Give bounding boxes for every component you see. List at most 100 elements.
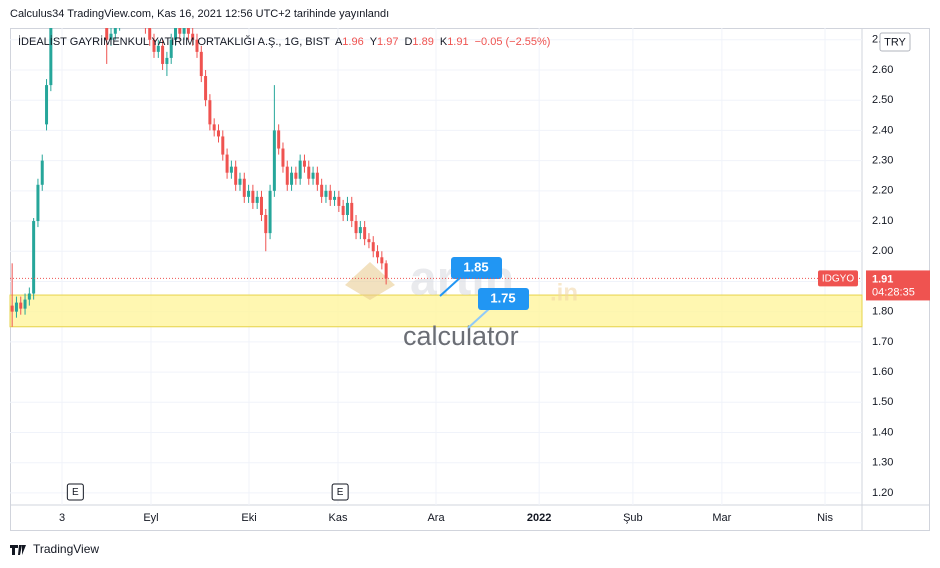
ohlc-value: 1.96 [342, 36, 363, 48]
candle-body [281, 148, 285, 167]
y-tick-label: 1.40 [872, 426, 893, 438]
candle-body [268, 190, 272, 234]
candle-body [367, 239, 371, 243]
y-tick-label: 1.60 [872, 366, 893, 378]
candle-body [315, 172, 319, 185]
watermark-suffix: .in [550, 279, 578, 306]
candle-body [212, 124, 216, 131]
candle-body [259, 196, 263, 215]
candle-body [302, 160, 306, 167]
candles [10, 28, 388, 327]
candle-body [191, 33, 195, 40]
y-tick-label: 2.10 [872, 215, 893, 227]
x-tick-label: Nis [817, 512, 833, 524]
candle-body [182, 28, 186, 34]
candle-body [204, 76, 208, 101]
candle-body [113, 28, 117, 34]
candle-body [229, 166, 233, 173]
price-tag-label: 1.91 [872, 273, 893, 285]
candle-body [311, 172, 315, 179]
candle-body [358, 227, 362, 234]
candle-body [161, 45, 165, 64]
currency-box [879, 32, 911, 52]
callout [478, 288, 529, 310]
candle-body [45, 85, 49, 125]
x-tick-label: Eyl [143, 512, 158, 524]
callout-label: 1.85 [463, 259, 488, 274]
currency: TRY [884, 36, 906, 48]
candle-body [320, 184, 324, 197]
candle-body [363, 227, 367, 240]
y-tick-label: 1.70 [872, 336, 893, 348]
x-tick-label: Eki [241, 512, 256, 524]
candle-body [341, 205, 345, 215]
symbol-box [818, 270, 858, 287]
candle-body [221, 136, 225, 155]
candle-body [208, 100, 212, 125]
ohlc-value: 1.97 [377, 36, 398, 48]
y-tick-label: 2.60 [872, 64, 893, 76]
candle-body [242, 178, 246, 197]
candle-body [264, 214, 268, 234]
callout-label: 1.75 [490, 290, 515, 305]
candle-body [178, 28, 182, 34]
candle-body [195, 39, 199, 52]
y-tick-label: 1.50 [872, 396, 893, 408]
candle-body [328, 190, 332, 200]
callout-pointer [439, 275, 463, 297]
x-tick-label: Kas [329, 512, 348, 524]
y-tick-label: 1.20 [872, 487, 893, 499]
candle-body [169, 39, 173, 58]
brand-logo [10, 545, 26, 555]
candle-body [49, 28, 53, 86]
candle-body [40, 160, 44, 185]
candle-body [156, 45, 160, 52]
ohlc-label: Y [370, 36, 378, 48]
legend-title: İDEALİST GAYRİMENKUL YATIRIM ORTAKLIĞI A… [18, 35, 330, 48]
y-tick-label: 2.40 [872, 124, 893, 136]
ohlc-value: 1.91 [447, 36, 468, 48]
candle-body [307, 166, 311, 179]
countdown: 04:28:35 [872, 286, 915, 298]
candle-body [384, 263, 388, 279]
symbol-label: IDGYO [822, 274, 854, 285]
candle-body [109, 33, 113, 40]
candle-body [10, 305, 14, 312]
change: −0.05 (−2.55%) [475, 36, 551, 48]
candle-body [272, 130, 276, 191]
candle-body [277, 130, 281, 149]
candle-body [32, 221, 36, 294]
candle-body [238, 178, 242, 185]
ohlc-label: D [404, 36, 412, 48]
candle-body [216, 130, 220, 137]
x-tick-label: 2022 [527, 512, 551, 524]
candle-body [285, 166, 289, 185]
event-label: E [72, 487, 79, 498]
y-tick-label: 2.00 [872, 245, 893, 257]
candle-body [27, 293, 31, 300]
candle-body [255, 196, 259, 203]
price-tag [866, 270, 930, 301]
zone [9, 294, 863, 328]
candle-body [247, 190, 251, 197]
candle-body [294, 172, 298, 179]
candle-body [234, 166, 238, 185]
candle-body [380, 257, 384, 264]
candle-body [337, 196, 341, 206]
candle-body [324, 190, 328, 197]
y-tick-label: 2.30 [872, 155, 893, 167]
candle-body [298, 160, 302, 179]
y-tick-label: 1.30 [872, 457, 893, 469]
x-tick-label: Mar [712, 512, 731, 524]
candle-body [14, 302, 18, 312]
candle-body [186, 28, 190, 34]
candle-body [376, 251, 380, 258]
candle-body [19, 302, 23, 309]
candle-body [290, 172, 294, 185]
watermark-caption: calculator [403, 321, 519, 351]
watermark-logo [345, 262, 395, 300]
zone-layer [9, 294, 863, 328]
candle-body [165, 57, 169, 64]
